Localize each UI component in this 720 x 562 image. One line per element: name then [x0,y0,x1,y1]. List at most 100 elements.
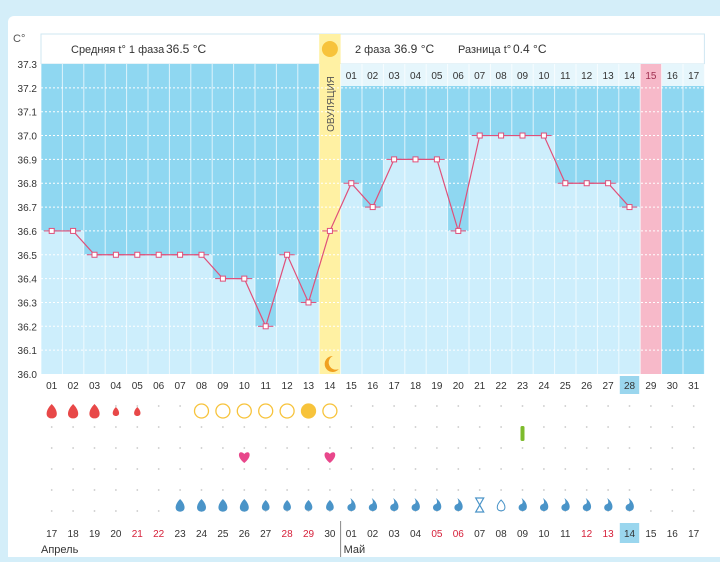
grid-dot [136,447,139,449]
grid-dot [650,489,652,491]
temperature-point[interactable] [219,275,226,282]
temperature-point[interactable] [134,251,141,258]
calendar-date-label: 03 [389,529,401,540]
grid-dot [157,405,160,407]
calendar-date-label: 18 [68,529,80,540]
temperature-point[interactable] [605,180,612,187]
grid-dot [50,426,53,428]
grid-dot [50,447,53,449]
discharge-drop-icon [239,499,249,512]
grid-dot [136,405,139,407]
grid-dot [607,426,609,428]
calendar-date-label: 05 [431,529,443,540]
temperature-point[interactable] [326,227,333,234]
temperature-point[interactable] [262,323,269,330]
grid-dot [585,426,588,428]
cycle-day-label: 15 [346,381,358,392]
grid-dot [371,447,374,449]
discharge-curl-icon [604,498,613,511]
temperature-point[interactable] [391,156,398,163]
temperature-point[interactable] [540,132,547,139]
temperature-point[interactable] [177,251,184,258]
temperature-point[interactable] [48,227,55,234]
temperature-point[interactable] [498,132,505,139]
luteal-day-label: 16 [667,71,679,82]
grid-dot [478,447,481,449]
temperature-point[interactable] [305,299,312,306]
grid-dot [521,489,524,491]
grid-dot [222,468,224,470]
discharge-drop-icon [283,500,291,511]
grid-dot [286,426,288,428]
temperature-point[interactable] [433,156,440,163]
grid-dot [585,405,588,407]
temperature-point[interactable] [476,132,483,139]
temperature-point[interactable] [70,227,77,234]
temperature-point[interactable] [562,180,569,187]
grid-dot [179,426,182,428]
calendar-date-label: 15 [645,529,657,540]
temperature-point[interactable] [412,156,419,163]
grid-dot [457,405,460,407]
temperature-bar [83,254,106,374]
calendar-date-label: 09 [517,529,529,540]
y-tick-label: 36.4 [18,275,38,286]
temperature-bar [276,254,298,374]
temperature-bar [533,135,555,374]
diff-value: 0.4 °C [513,42,547,56]
menstruation-drop-icon [134,407,141,416]
grid-dot [243,489,246,491]
y-tick-label: 36.2 [18,322,38,333]
grid-dot [414,489,417,491]
calendar-date-label: 25 [217,529,229,540]
fertile-circle-icon [258,403,274,419]
temperature-bar [126,254,148,374]
grid-dot [585,468,588,470]
ovulation-column [319,34,341,374]
y-tick-label: 36.6 [18,227,38,238]
bbt-chart: C° Средняя t° 1 фаза 36.5 °C 2 фаза 36.9 °C Р… [13,33,705,557]
grid-dot [564,468,567,470]
grid-dot [243,468,246,470]
temperature-point[interactable] [284,251,291,258]
today-highlight [619,523,640,543]
temperature-point[interactable] [241,275,248,282]
cycle-day-label: 24 [538,381,550,392]
temperature-point[interactable] [519,132,526,139]
temperature-point[interactable] [198,251,205,258]
calendar-date-label: 07 [474,529,486,540]
grid-dot [564,489,567,491]
grid-dot [243,426,246,428]
grid-dot [650,510,652,512]
temperature-point[interactable] [91,251,98,258]
grid-dot [564,405,567,407]
temperature-point[interactable] [626,204,633,211]
grid-dot [671,468,674,470]
moon-icon [324,355,339,372]
grid-dot [628,489,631,491]
temperature-point[interactable] [455,227,462,234]
cycle-day-label: 26 [581,381,593,392]
calendar-date-label: 10 [538,529,550,540]
temperature-point[interactable] [155,251,162,258]
luteal-day-label: 12 [581,71,593,82]
grid-dot [457,447,460,449]
grid-dot [436,405,438,407]
grid-dot [264,489,267,491]
temperature-point[interactable] [583,180,590,187]
temperature-point[interactable] [112,251,119,258]
grid-dot [115,405,117,407]
temperature-point[interactable] [348,180,355,187]
ovulation-label: ОВУЛЯЦИЯ [326,76,337,132]
temperature-point[interactable] [369,204,376,211]
phase1-value: 36.5 °C [166,42,206,56]
cycle-day-label: 19 [431,381,443,392]
grid-dot [478,405,481,407]
y-tick-label: 36.8 [18,179,38,190]
discharge-drop-icon [326,500,334,511]
grid-dot [650,468,652,470]
discharge-drop-icon [304,500,313,511]
fertile-circle-icon [193,403,210,419]
cycle-day-label: 18 [410,381,422,392]
grid-dot [371,489,374,491]
